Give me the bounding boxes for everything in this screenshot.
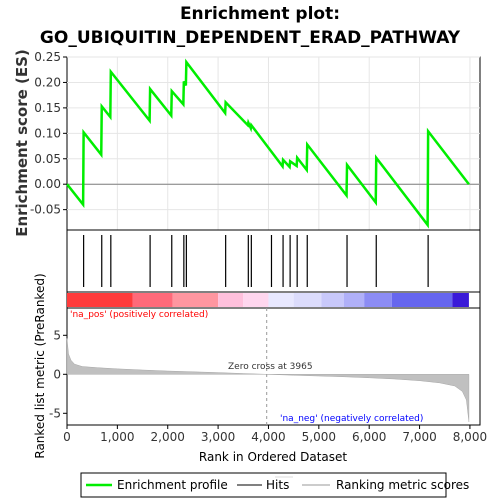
legend-enrichment-label: Enrichment profile <box>117 478 228 492</box>
metric-x-tick-label: 8,000 <box>453 430 487 444</box>
colorbar-segment <box>268 293 293 307</box>
colorbar-segment <box>294 293 322 307</box>
hits-panel <box>67 230 480 292</box>
zero-cross-label: Zero cross at 3965 <box>228 362 313 372</box>
colorbar-segment <box>132 293 172 307</box>
es-y-tick-label: 0.00 <box>34 177 61 191</box>
metric-x-tick-label: 7,000 <box>402 430 436 444</box>
metric-y-axis-label: Ranked list metric (PreRanked) <box>33 273 47 458</box>
metric-y-tick-label: -5 <box>49 406 61 420</box>
title-line2: GO_UBIQUITIN_DEPENDENT_ERAD_PATHWAY <box>40 28 461 48</box>
colorbar-segment <box>218 293 243 307</box>
metric-x-tick-label: 2,000 <box>151 430 185 444</box>
hits-frame <box>67 230 480 292</box>
metric-x-tick-label: 0 <box>63 430 71 444</box>
colorbar-segment <box>344 293 364 307</box>
colorbar-segment <box>392 293 452 307</box>
legend-hits-label: Hits <box>266 478 289 492</box>
enrichment-score-panel: -0.05 0.00 0.05 0.10 0.15 0.20 0.25 Enrichment… <box>13 49 480 237</box>
colorbar-segment <box>173 293 218 307</box>
colorbar-segment <box>67 293 132 307</box>
legend: Enrichment profile Hits Ranking metric s… <box>81 473 469 497</box>
es-y-ticks: -0.05 0.00 0.05 0.10 0.15 0.20 0.25 <box>30 50 67 217</box>
ranking-colorbar <box>67 293 469 307</box>
colorbar-segment <box>452 293 469 307</box>
es-y-tick-label: 0.10 <box>34 126 61 140</box>
metric-x-tick-label: 1,000 <box>100 430 134 444</box>
colorbar-segment <box>321 293 344 307</box>
es-y-tick-label: 0.05 <box>34 152 61 166</box>
metric-y-tick-label: 5 <box>53 328 61 342</box>
metric-x-tick-label: 4,000 <box>251 430 285 444</box>
es-y-tick-label: 0.20 <box>34 75 61 89</box>
es-y-tick-label: 0.25 <box>34 50 61 64</box>
title-line1: Enrichment plot: <box>180 4 340 24</box>
legend-ranking-label: Ranking metric scores <box>336 478 469 492</box>
metric-x-tick-label: 3,000 <box>201 430 235 444</box>
metric-y-tick-label: 0 <box>53 367 61 381</box>
metric-x-ticks: 0 1,000 2,000 3,000 4,000 5,000 6,000 7,000 8,00… <box>63 425 487 444</box>
pos-correlated-label: 'na_pos' (positively correlated) <box>70 310 208 320</box>
es-y-axis-label: Enrichment score (ES) <box>13 49 31 237</box>
es-plot-frame <box>67 57 480 230</box>
es-y-tick-label: -0.05 <box>30 203 61 217</box>
ranking-colorbar-panel <box>67 292 480 308</box>
neg-correlated-label: 'na_neg' (negatively correlated) <box>280 414 423 424</box>
metric-y-ticks: -5 0 5 <box>49 328 67 420</box>
metric-x-tick-label: 6,000 <box>352 430 386 444</box>
colorbar-segment <box>243 293 268 307</box>
es-y-tick-label: 0.15 <box>34 101 61 115</box>
metric-x-axis-label: Rank in Ordered Dataset <box>199 450 347 464</box>
colorbar-segment <box>364 293 392 307</box>
metric-x-tick-label: 5,000 <box>302 430 336 444</box>
